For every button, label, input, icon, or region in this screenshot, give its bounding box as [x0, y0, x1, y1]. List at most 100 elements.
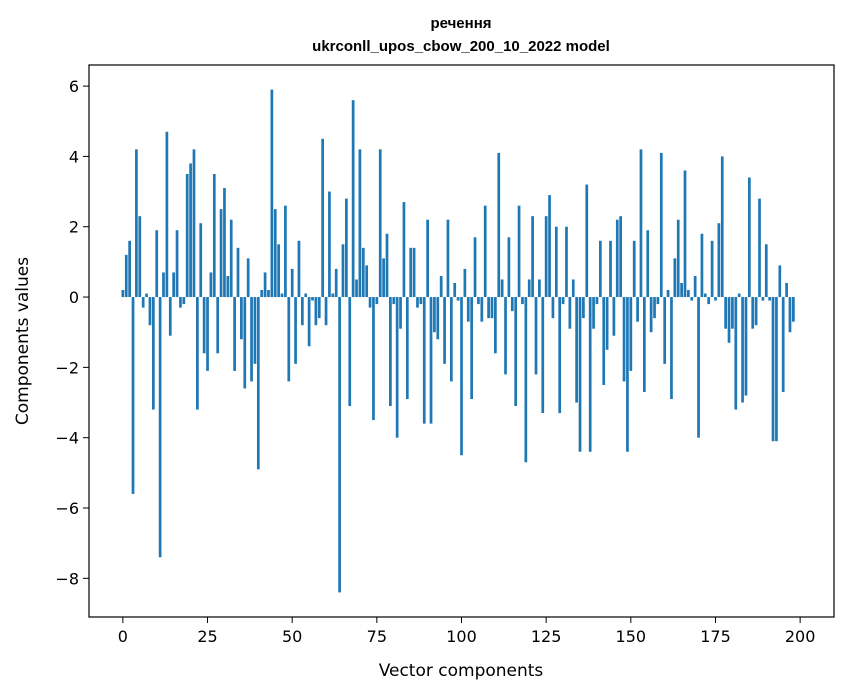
bar-195 — [782, 297, 785, 392]
bar-122 — [535, 297, 538, 374]
bar-67 — [348, 297, 351, 406]
bar-40 — [257, 297, 260, 469]
bar-150 — [629, 297, 632, 371]
bar-145 — [613, 297, 616, 336]
bar-103 — [470, 297, 473, 399]
y-tick-label: −2 — [55, 358, 79, 377]
bar-87 — [416, 297, 419, 308]
bar-105 — [477, 297, 480, 304]
bar-194 — [778, 265, 781, 297]
bar-26 — [210, 272, 213, 297]
bar-186 — [751, 297, 754, 329]
bar-175 — [714, 297, 717, 301]
bar-129 — [558, 297, 561, 413]
bar-172 — [704, 294, 707, 298]
chart-title: речення — [430, 15, 491, 32]
bar-191 — [768, 297, 771, 301]
y-axis-ticks: −8−6−4−20246 — [55, 77, 89, 588]
y-tick-label: 0 — [69, 288, 79, 307]
bar-24 — [203, 297, 206, 353]
bar-152 — [636, 297, 639, 322]
bar-140 — [596, 297, 599, 304]
x-tick-label: 175 — [700, 627, 731, 646]
bar-141 — [599, 241, 602, 297]
x-tick-label: 0 — [118, 627, 128, 646]
bar-192 — [772, 297, 775, 441]
bar-106 — [480, 297, 483, 322]
bar-94 — [440, 276, 443, 297]
bar-91 — [430, 297, 433, 424]
bar-153 — [640, 149, 643, 297]
bar-132 — [569, 297, 572, 329]
bar-7 — [145, 294, 148, 298]
bar-19 — [186, 174, 189, 297]
bar-142 — [602, 297, 605, 385]
bar-133 — [572, 279, 575, 297]
chart-subtitle: ukrconll_upos_cbow_200_10_2022 model — [312, 38, 610, 55]
x-tick-label: 25 — [197, 627, 217, 646]
bar-98 — [453, 283, 456, 297]
bar-115 — [511, 297, 514, 311]
bar-8 — [149, 297, 152, 325]
bar-58 — [318, 297, 321, 318]
bar-100 — [460, 297, 463, 455]
bar-185 — [748, 178, 751, 298]
bar-123 — [538, 279, 541, 297]
bar-167 — [687, 290, 690, 297]
bar-89 — [423, 297, 426, 424]
bar-162 — [670, 297, 673, 399]
bar-180 — [731, 297, 734, 329]
bar-117 — [518, 206, 521, 297]
bar-60 — [325, 297, 328, 325]
bar-176 — [718, 223, 721, 297]
x-tick-label: 50 — [282, 627, 302, 646]
bar-160 — [663, 297, 666, 364]
bar-31 — [226, 276, 229, 297]
bar-16 — [176, 230, 179, 297]
bar-22 — [196, 297, 199, 410]
bar-120 — [528, 279, 531, 297]
bar-193 — [775, 297, 778, 441]
bar-121 — [531, 216, 534, 297]
bar-148 — [623, 297, 626, 381]
bar-13 — [166, 132, 169, 297]
x-tick-label: 75 — [367, 627, 387, 646]
bar-178 — [724, 297, 727, 329]
bar-42 — [264, 272, 267, 297]
bar-109 — [491, 297, 494, 318]
bar-56 — [311, 297, 314, 301]
bar-66 — [345, 199, 348, 297]
bar-116 — [514, 297, 517, 406]
bar-10 — [155, 230, 158, 297]
bar-90 — [426, 220, 429, 297]
bar-30 — [223, 188, 226, 297]
bar-9 — [152, 297, 155, 410]
bar-28 — [216, 297, 219, 353]
bar-0 — [122, 290, 125, 297]
bar-34 — [237, 248, 240, 297]
bar-80 — [392, 297, 395, 304]
bar-197 — [789, 297, 792, 332]
bar-48 — [284, 206, 287, 297]
bar-71 — [362, 248, 365, 297]
bar-75 — [375, 297, 378, 304]
bar-57 — [315, 297, 318, 325]
bar-171 — [701, 234, 704, 297]
bar-46 — [277, 244, 280, 297]
bar-39 — [254, 297, 257, 364]
bar-59 — [321, 139, 324, 297]
bar-146 — [616, 220, 619, 297]
bar-131 — [565, 227, 568, 297]
bar-149 — [626, 297, 629, 452]
bar-81 — [396, 297, 399, 438]
bar-128 — [555, 227, 558, 297]
bar-187 — [755, 297, 758, 325]
bar-126 — [548, 195, 551, 297]
bar-33 — [233, 297, 236, 371]
bar-97 — [450, 297, 453, 381]
bar-1 — [125, 255, 128, 297]
bar-170 — [697, 297, 700, 438]
bar-137 — [585, 185, 588, 298]
bar-11 — [159, 297, 162, 557]
bar-14 — [169, 297, 172, 336]
